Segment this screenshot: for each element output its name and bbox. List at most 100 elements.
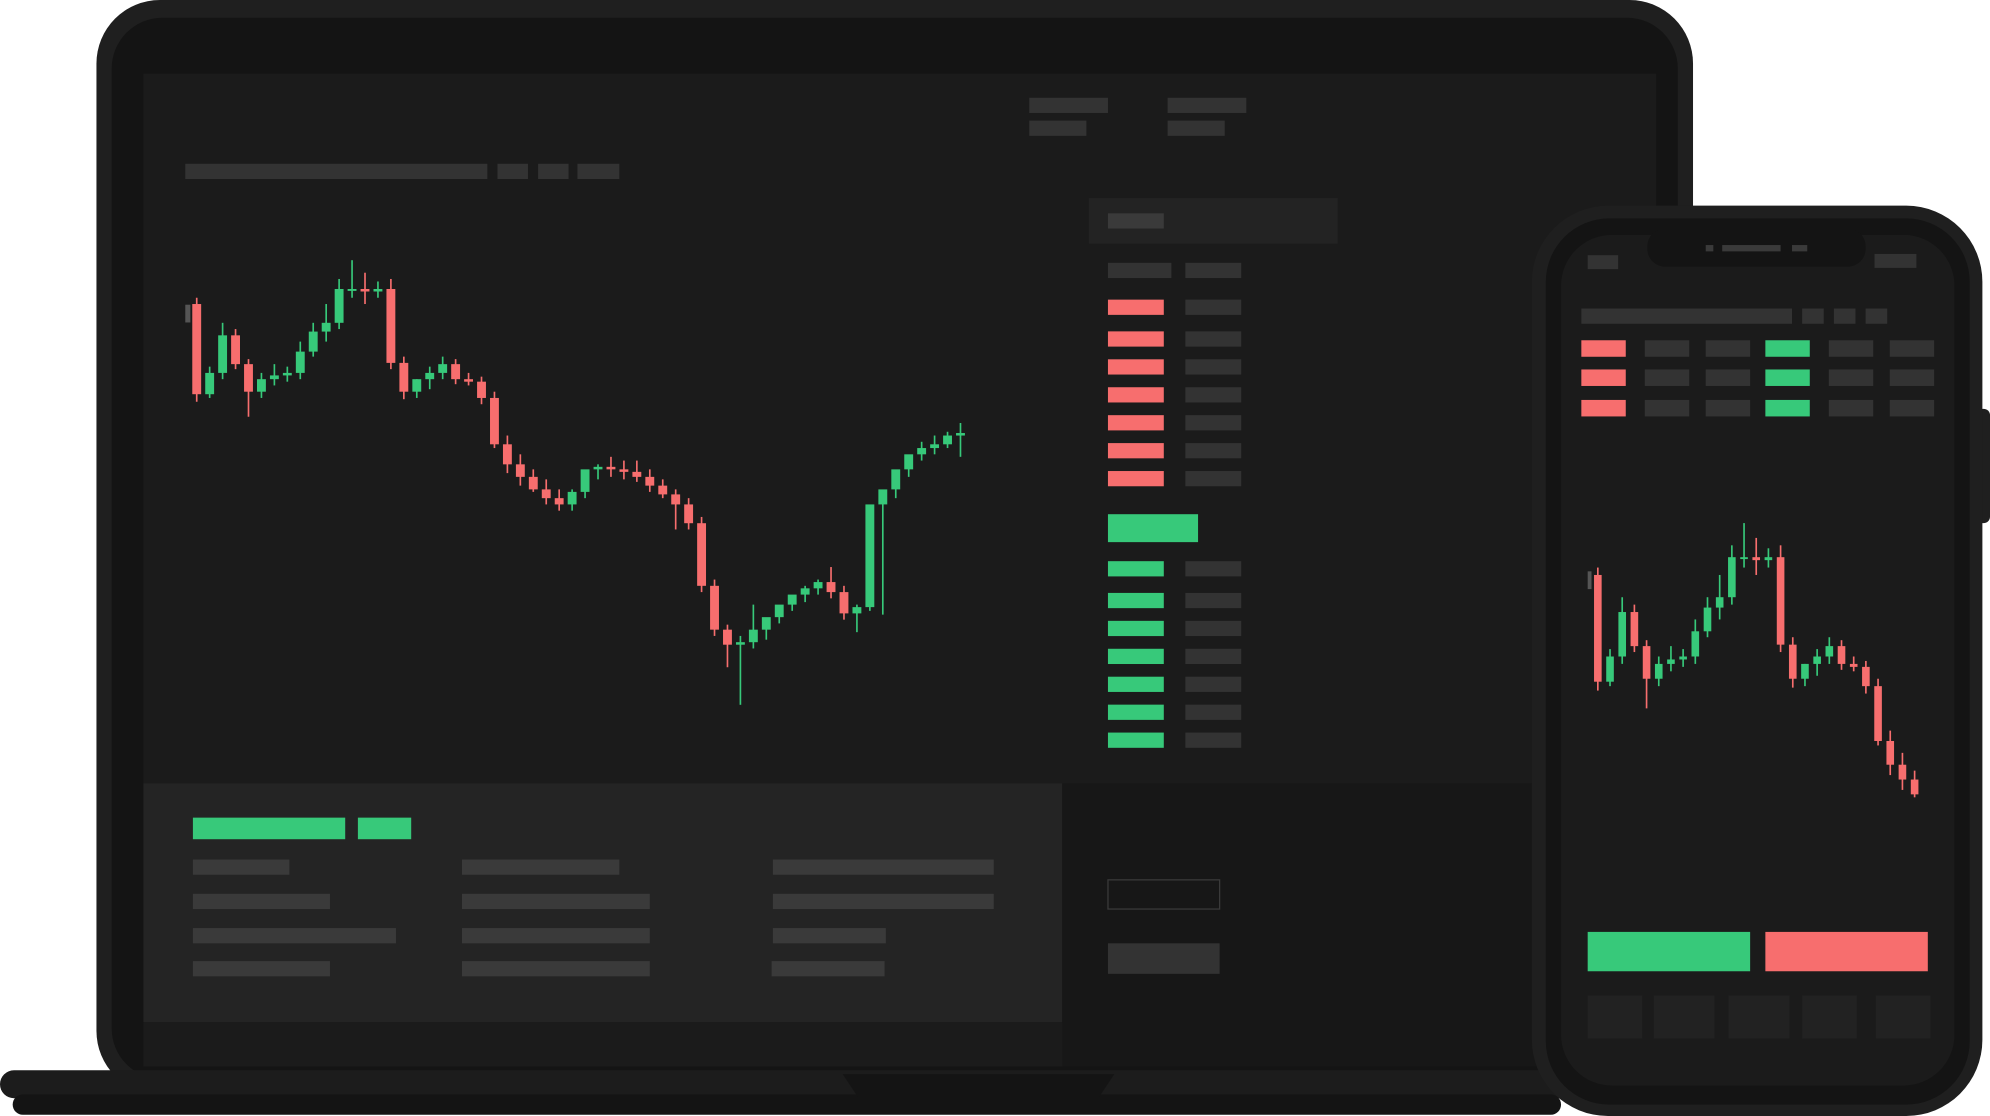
placeholder: [185, 163, 488, 180]
placeholder: [1185, 299, 1242, 315]
candle-body: [684, 504, 694, 524]
candle-body: [1728, 557, 1736, 598]
placeholder: [1833, 308, 1856, 324]
placeholder: [1889, 340, 1935, 357]
tab: [357, 817, 412, 840]
candle-body: [425, 372, 435, 380]
candle-body: [231, 335, 240, 365]
candle-body: [956, 433, 965, 436]
phone-screen: [1561, 234, 1955, 1086]
placeholder: [1029, 120, 1087, 136]
candle-body: [580, 469, 590, 492]
candle-body: [1691, 631, 1700, 657]
candle-body: [541, 489, 551, 499]
ask-row: [1107, 299, 1164, 315]
placeholder: [1185, 732, 1242, 748]
candle-body: [1801, 663, 1809, 679]
placeholder: [1705, 369, 1751, 386]
nav-tab: [1875, 995, 1931, 1039]
nav-tab: [1728, 995, 1790, 1039]
candle-body: [1849, 663, 1858, 667]
placeholder: [1185, 387, 1242, 403]
placeholder: [1185, 262, 1242, 279]
candle-body: [632, 471, 642, 477]
candle-body: [826, 582, 836, 593]
placeholder: [1874, 253, 1917, 268]
placeholder: [1185, 648, 1242, 665]
candle-body: [658, 485, 668, 495]
placeholder: [772, 859, 994, 875]
placeholder: [577, 163, 620, 180]
candle-body: [1862, 666, 1870, 687]
candle-body: [464, 379, 474, 382]
candle-body: [282, 372, 292, 376]
placeholder: [1167, 97, 1247, 113]
candle-body: [244, 364, 253, 392]
placeholder: [772, 893, 994, 910]
candle-body: [1679, 656, 1687, 660]
candle-body: [1606, 656, 1614, 682]
nav-tab: [1587, 995, 1643, 1039]
input-box[interactable]: [1107, 879, 1221, 910]
candle-body: [813, 582, 823, 589]
placeholder: [1828, 369, 1874, 386]
candle-body: [852, 607, 862, 614]
candle-body: [373, 288, 383, 292]
placeholder: [192, 859, 290, 875]
candle-body: [787, 594, 797, 605]
candle-body: [723, 629, 732, 645]
candle-body: [761, 617, 771, 630]
candle-body: [1630, 612, 1639, 647]
ask-row: [1107, 331, 1164, 347]
placeholder: [192, 928, 396, 944]
candle-body: [386, 288, 396, 363]
ask-row: [1107, 415, 1164, 431]
candle-body: [205, 372, 215, 395]
placeholder: [1644, 340, 1690, 357]
placeholder: [1107, 213, 1164, 229]
candle-body: [1886, 740, 1895, 765]
bid-row: [1107, 732, 1164, 748]
bid-row: [1107, 676, 1164, 692]
candle-body: [269, 375, 279, 380]
placeholder: [1185, 415, 1242, 431]
placeholder: [1644, 399, 1690, 417]
placeholder: [1167, 120, 1225, 136]
placeholder: [1185, 704, 1242, 720]
placeholder: [1185, 592, 1242, 609]
placeholder: [461, 961, 650, 977]
chart-marker: [1587, 571, 1592, 590]
bid-row: [1107, 561, 1164, 577]
ask-row: [1107, 387, 1164, 403]
candle-body: [1752, 557, 1761, 561]
candle-body: [1667, 659, 1675, 664]
chart-marker: [185, 304, 191, 323]
candle-body: [697, 523, 707, 586]
buy-button[interactable]: [1587, 931, 1751, 972]
placeholder: [461, 893, 650, 910]
candle-body: [619, 469, 629, 472]
candle-body: [839, 592, 849, 614]
placeholder: [1802, 308, 1824, 324]
candle-body: [321, 322, 331, 332]
tab: [192, 817, 346, 840]
placeholder: [461, 928, 650, 944]
ask-cell: [1581, 399, 1626, 417]
placeholder: [1865, 308, 1888, 324]
candle-body: [1715, 597, 1724, 608]
nav-tab: [1802, 995, 1857, 1039]
candle-body: [1910, 779, 1919, 795]
bid-cell: [1765, 340, 1810, 357]
spread-bar: [1107, 514, 1199, 543]
candle-body: [735, 642, 745, 645]
candle-body: [1776, 557, 1785, 645]
candle-body: [865, 504, 875, 608]
placeholder: [1705, 399, 1751, 417]
candle-body: [891, 469, 901, 490]
candle-body: [1594, 574, 1602, 682]
candle-body: [1825, 646, 1834, 657]
sell-button[interactable]: [1765, 931, 1928, 972]
candle-body: [451, 364, 461, 380]
candle-body: [218, 335, 228, 373]
